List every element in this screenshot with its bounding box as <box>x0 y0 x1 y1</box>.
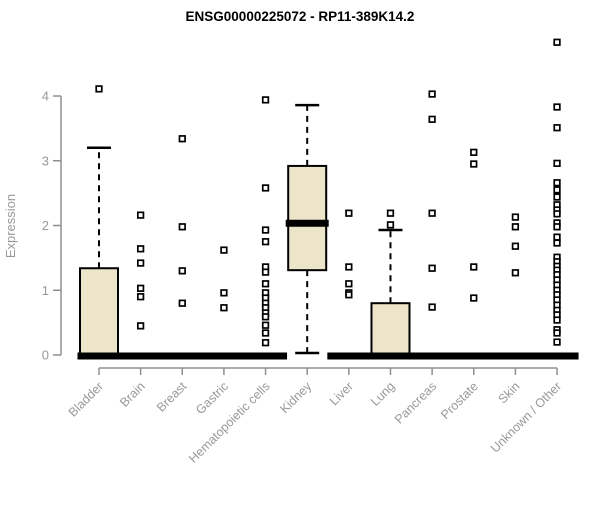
y-tick-label: 1 <box>42 283 49 298</box>
outlier-point <box>553 223 561 231</box>
category-label-hematopoietic-cells: Hematopoietic cells <box>186 379 273 466</box>
outlier-point <box>261 184 270 192</box>
outlier-point <box>345 209 353 217</box>
plot-area: 0 1 2 3 4 Bladder Brain Breast GastricHematopoie… <box>42 38 579 466</box>
outlier-point <box>553 239 561 247</box>
outlier-point <box>178 267 186 275</box>
category-label-kidney: Kidney <box>277 379 314 416</box>
category-label-pancreas: Pancreas <box>392 379 439 426</box>
median-bar <box>452 352 496 360</box>
y-tick-label: 2 <box>42 218 49 233</box>
outlier-point <box>261 280 270 288</box>
category-label-lung: Lung <box>368 379 398 409</box>
outlier-point <box>178 135 186 143</box>
outlier-point <box>553 329 561 337</box>
outlier-point <box>220 289 228 297</box>
outlier-point <box>428 115 436 123</box>
outlier-point <box>553 186 561 194</box>
category-label-liver: Liver <box>327 379 356 408</box>
outlier-point <box>345 280 353 288</box>
outlier-point <box>136 284 145 292</box>
category-label-prostate: Prostate <box>438 379 481 422</box>
outlier-point <box>178 223 186 231</box>
category-label-brain: Brain <box>117 379 148 410</box>
median-bar <box>202 352 246 360</box>
category-label-gastric: Gastric <box>193 379 231 417</box>
outlier-point <box>136 245 145 253</box>
y-tick-label: 3 <box>42 153 49 168</box>
outlier-point <box>136 259 145 267</box>
outlier-point <box>178 299 186 307</box>
outlier-point <box>553 103 561 111</box>
outlier-point <box>261 321 270 329</box>
outlier-point <box>553 179 561 187</box>
y-axis-title: Expression <box>3 194 18 258</box>
outlier-point <box>136 293 145 301</box>
outlier-point <box>511 213 520 221</box>
iqr-box <box>79 267 119 356</box>
outlier-point <box>220 246 228 254</box>
outlier-point <box>261 329 270 337</box>
outlier-point <box>345 291 353 299</box>
iqr-box <box>287 164 328 272</box>
outlier-point <box>470 160 478 168</box>
outlier-point <box>261 96 270 104</box>
outlier-point <box>428 303 436 311</box>
outlier-point <box>553 338 561 346</box>
outlier-point <box>553 124 561 132</box>
median-bar <box>160 352 204 360</box>
median-bar <box>410 352 454 360</box>
median-bar <box>368 352 412 360</box>
category-label-unknown-other: Unknown / Other <box>488 379 564 455</box>
outlier-point <box>553 159 561 167</box>
outlier-point <box>470 148 478 156</box>
outlier-point <box>553 193 561 201</box>
outlier-point <box>511 269 520 277</box>
outlier-point <box>261 313 270 321</box>
outlier-point <box>553 316 561 324</box>
median-bar <box>244 352 288 360</box>
outlier-point <box>470 263 478 271</box>
chart-title: ENSG00000225072 - RP11-389K14.2 <box>186 9 415 24</box>
median-bar <box>493 352 537 360</box>
outlier-point <box>136 211 145 219</box>
median-bar <box>119 352 163 360</box>
outlier-point <box>261 339 270 347</box>
y-tick-label: 0 <box>42 348 49 363</box>
outlier-point <box>261 268 270 276</box>
category-label-breast: Breast <box>154 379 190 415</box>
outlier-point <box>428 90 436 98</box>
outlier-point <box>428 209 436 217</box>
iqr-box <box>370 302 411 357</box>
outlier-point <box>345 263 353 271</box>
median-bar <box>77 352 121 360</box>
y-tick-label: 4 <box>42 89 49 104</box>
median-bar <box>285 219 329 227</box>
outlier-point <box>220 304 228 312</box>
median-bar <box>535 352 579 360</box>
outlier-point <box>386 209 395 217</box>
outlier-point <box>511 223 520 231</box>
outlier-point <box>511 242 520 250</box>
outlier-point <box>428 264 436 272</box>
outlier-point <box>386 221 395 229</box>
category-label-skin: Skin <box>495 379 522 406</box>
outlier-point <box>553 38 561 46</box>
outlier-point <box>470 294 478 302</box>
outlier-point <box>553 233 561 241</box>
outlier-point <box>95 85 103 93</box>
outlier-point <box>136 322 145 330</box>
outlier-point <box>261 226 270 234</box>
median-bar <box>327 352 371 360</box>
outlier-point <box>553 210 561 218</box>
category-label-bladder: Bladder <box>66 379 106 419</box>
outlier-point <box>261 238 270 246</box>
